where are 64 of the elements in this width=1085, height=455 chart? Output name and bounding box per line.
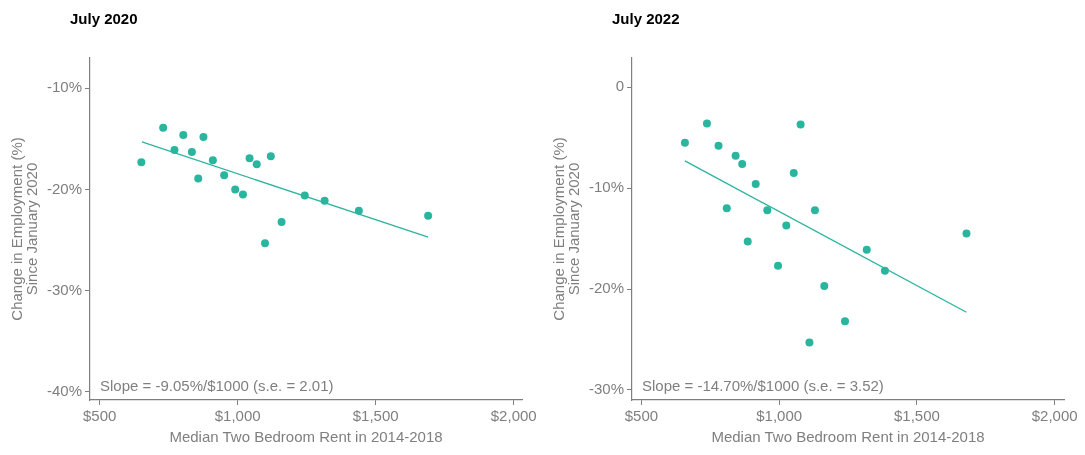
y-tick-label: -30% — [46, 280, 83, 298]
point — [962, 229, 971, 238]
chart-title: July 2022 — [612, 9, 680, 27]
point — [714, 141, 723, 150]
y-tick-label: -30% — [588, 380, 625, 398]
x-tick-label: $1,000 — [214, 407, 261, 425]
point — [208, 156, 217, 165]
point — [763, 206, 772, 215]
point — [159, 123, 168, 132]
x-tick-label: $1,500 — [352, 407, 399, 425]
point — [170, 146, 179, 155]
x-tick-label: $500 — [624, 407, 659, 425]
point — [751, 180, 760, 189]
point — [680, 138, 689, 147]
y-tick-label: -20% — [46, 179, 83, 197]
annotation: Slope = -9.05%/$1000 (s.e. = 2.01) — [100, 376, 334, 394]
point — [238, 190, 247, 199]
point — [731, 151, 740, 160]
point — [840, 317, 849, 326]
point — [789, 169, 798, 178]
point — [774, 261, 783, 270]
point — [354, 206, 363, 215]
point — [796, 120, 805, 129]
x-tick-label: $2,000 — [1031, 407, 1078, 425]
point — [743, 237, 752, 246]
x-axis-title: Median Two Bedroom Rent in 2014-2018 — [711, 428, 985, 446]
point — [702, 119, 711, 128]
point — [820, 282, 829, 290]
y-tick-label: -20% — [588, 279, 625, 297]
x-tick-label: $1,500 — [893, 407, 940, 425]
point — [862, 245, 871, 254]
point — [245, 154, 254, 163]
point — [277, 217, 286, 226]
point — [320, 196, 329, 205]
y-tick-label: -10% — [46, 78, 83, 96]
point — [194, 174, 203, 183]
x-tick-label: $1,000 — [756, 407, 803, 425]
point — [738, 159, 747, 168]
x-axis-title: Median Two Bedroom Rent in 2014-2018 — [169, 428, 443, 446]
point — [722, 204, 731, 213]
annotation: Slope = -14.70%/$1000 (s.e. = 3.52) — [642, 376, 884, 394]
y-tick-label: -10% — [588, 178, 625, 196]
x-tick-label: $500 — [82, 407, 117, 425]
y-tick-label: -40% — [46, 382, 83, 400]
point — [187, 148, 196, 157]
point — [252, 160, 261, 169]
point — [805, 338, 814, 347]
point — [424, 211, 433, 220]
point — [231, 185, 240, 194]
point — [179, 130, 188, 139]
point — [300, 191, 309, 200]
point — [810, 206, 819, 215]
point — [220, 171, 229, 180]
point — [261, 239, 270, 248]
point — [199, 132, 208, 141]
y-tick-label: 0 — [615, 77, 625, 95]
y-axis-title: Change in Employment (%) Since January 2020 — [7, 137, 40, 321]
point — [266, 152, 275, 161]
point — [880, 266, 889, 275]
x-tick-label: $2,000 — [490, 407, 537, 425]
chart-title: July 2020 — [70, 9, 138, 27]
point — [782, 221, 791, 230]
point — [137, 158, 146, 167]
y-axis-title: Change in Employment (%) Since January 2020 — [549, 137, 582, 321]
